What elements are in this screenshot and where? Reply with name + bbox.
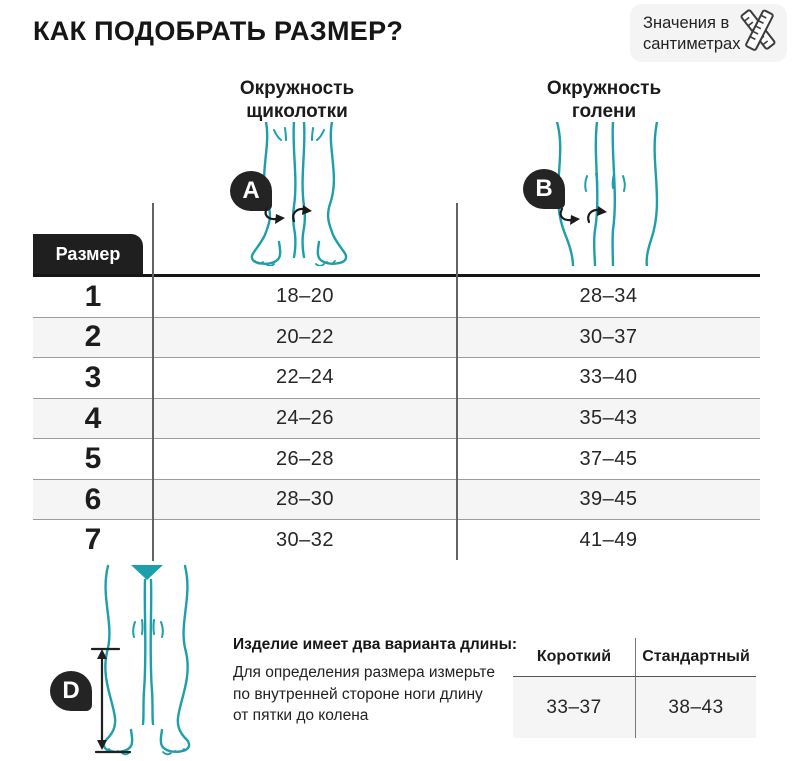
size-cell: 2: [84, 320, 102, 354]
size-cell: 6: [84, 482, 102, 516]
ankle-cell: 24–26: [275, 407, 335, 430]
calf-cell: 28–34: [579, 285, 638, 308]
ankle-cell: 28–30: [275, 488, 335, 511]
size-column-header: Размер: [33, 234, 143, 275]
length-value-standard: 38–43: [635, 677, 756, 738]
table-row: 2 20–22 30–37: [33, 317, 760, 359]
calf-cell: 35–43: [579, 407, 638, 430]
calf-cell: 37–45: [579, 447, 638, 470]
table-row: 1 18–20 28–34: [33, 277, 760, 318]
calf-cell: 39–45: [579, 488, 638, 511]
calf-cell: 41–49: [579, 528, 638, 551]
size-cell: 5: [84, 442, 102, 476]
page-title: КАК ПОДОБРАТЬ РАЗМЕР?: [33, 16, 404, 46]
ankle-cell: 20–22: [275, 325, 335, 348]
column-divider: [152, 203, 154, 561]
calf-legs-illustration: [545, 122, 673, 266]
table-row: 6 28–30 39–45: [33, 479, 760, 521]
size-cell: 4: [84, 401, 102, 435]
length-value-short: 33–37: [513, 677, 635, 738]
table-row: 4 24–26 35–43: [33, 398, 760, 440]
circumference-arrows-icon: [558, 204, 610, 228]
column-header-calf: Окружность голени: [546, 78, 662, 122]
length-measure-arrow-icon: [88, 644, 138, 756]
length-measure-note: Для определения размера измерьте по внут…: [233, 664, 495, 724]
ankle-cell: 18–20: [275, 285, 335, 308]
full-legs-illustration: [45, 556, 210, 758]
column-divider: [456, 203, 458, 560]
calf-cell: 33–40: [579, 366, 638, 389]
marker-a-badge: A: [230, 171, 272, 211]
table-header-divider: [33, 274, 760, 277]
marker-b-badge: B: [523, 169, 565, 209]
calf-cell: 30–37: [579, 325, 638, 348]
column-header-ankle: Окружность щиколотки: [239, 78, 355, 122]
size-cell: 1: [84, 279, 102, 313]
length-column-short: Короткий: [513, 638, 635, 677]
size-cell: 7: [84, 523, 102, 557]
ankle-cell: 30–32: [275, 528, 335, 551]
ankle-cell: 26–28: [275, 447, 335, 470]
length-variants-table: Короткий Стандартный 33–37 38–43: [513, 638, 756, 738]
length-column-standard: Стандартный: [635, 638, 756, 677]
ruler-icon: [734, 2, 784, 58]
table-row: 5 26–28 37–45: [33, 439, 760, 480]
length-options-heading: Изделие имеет два варианта длины:: [233, 636, 518, 653]
units-badge: Значения в сантиметрах: [630, 4, 787, 62]
circumference-arrows-icon: [263, 203, 315, 227]
units-badge-text: Значения в сантиметрах: [643, 14, 741, 53]
marker-d-badge: D: [50, 671, 92, 711]
table-row: 7 30–32 41–49: [33, 520, 760, 560]
size-cell: 3: [84, 360, 102, 394]
table-row: 3 22–24 33–40: [33, 358, 760, 399]
ankle-cell: 22–24: [275, 366, 335, 389]
size-table: 1 18–20 28–34 2 20–22 30–37 3 22–24 33–4…: [33, 277, 760, 560]
